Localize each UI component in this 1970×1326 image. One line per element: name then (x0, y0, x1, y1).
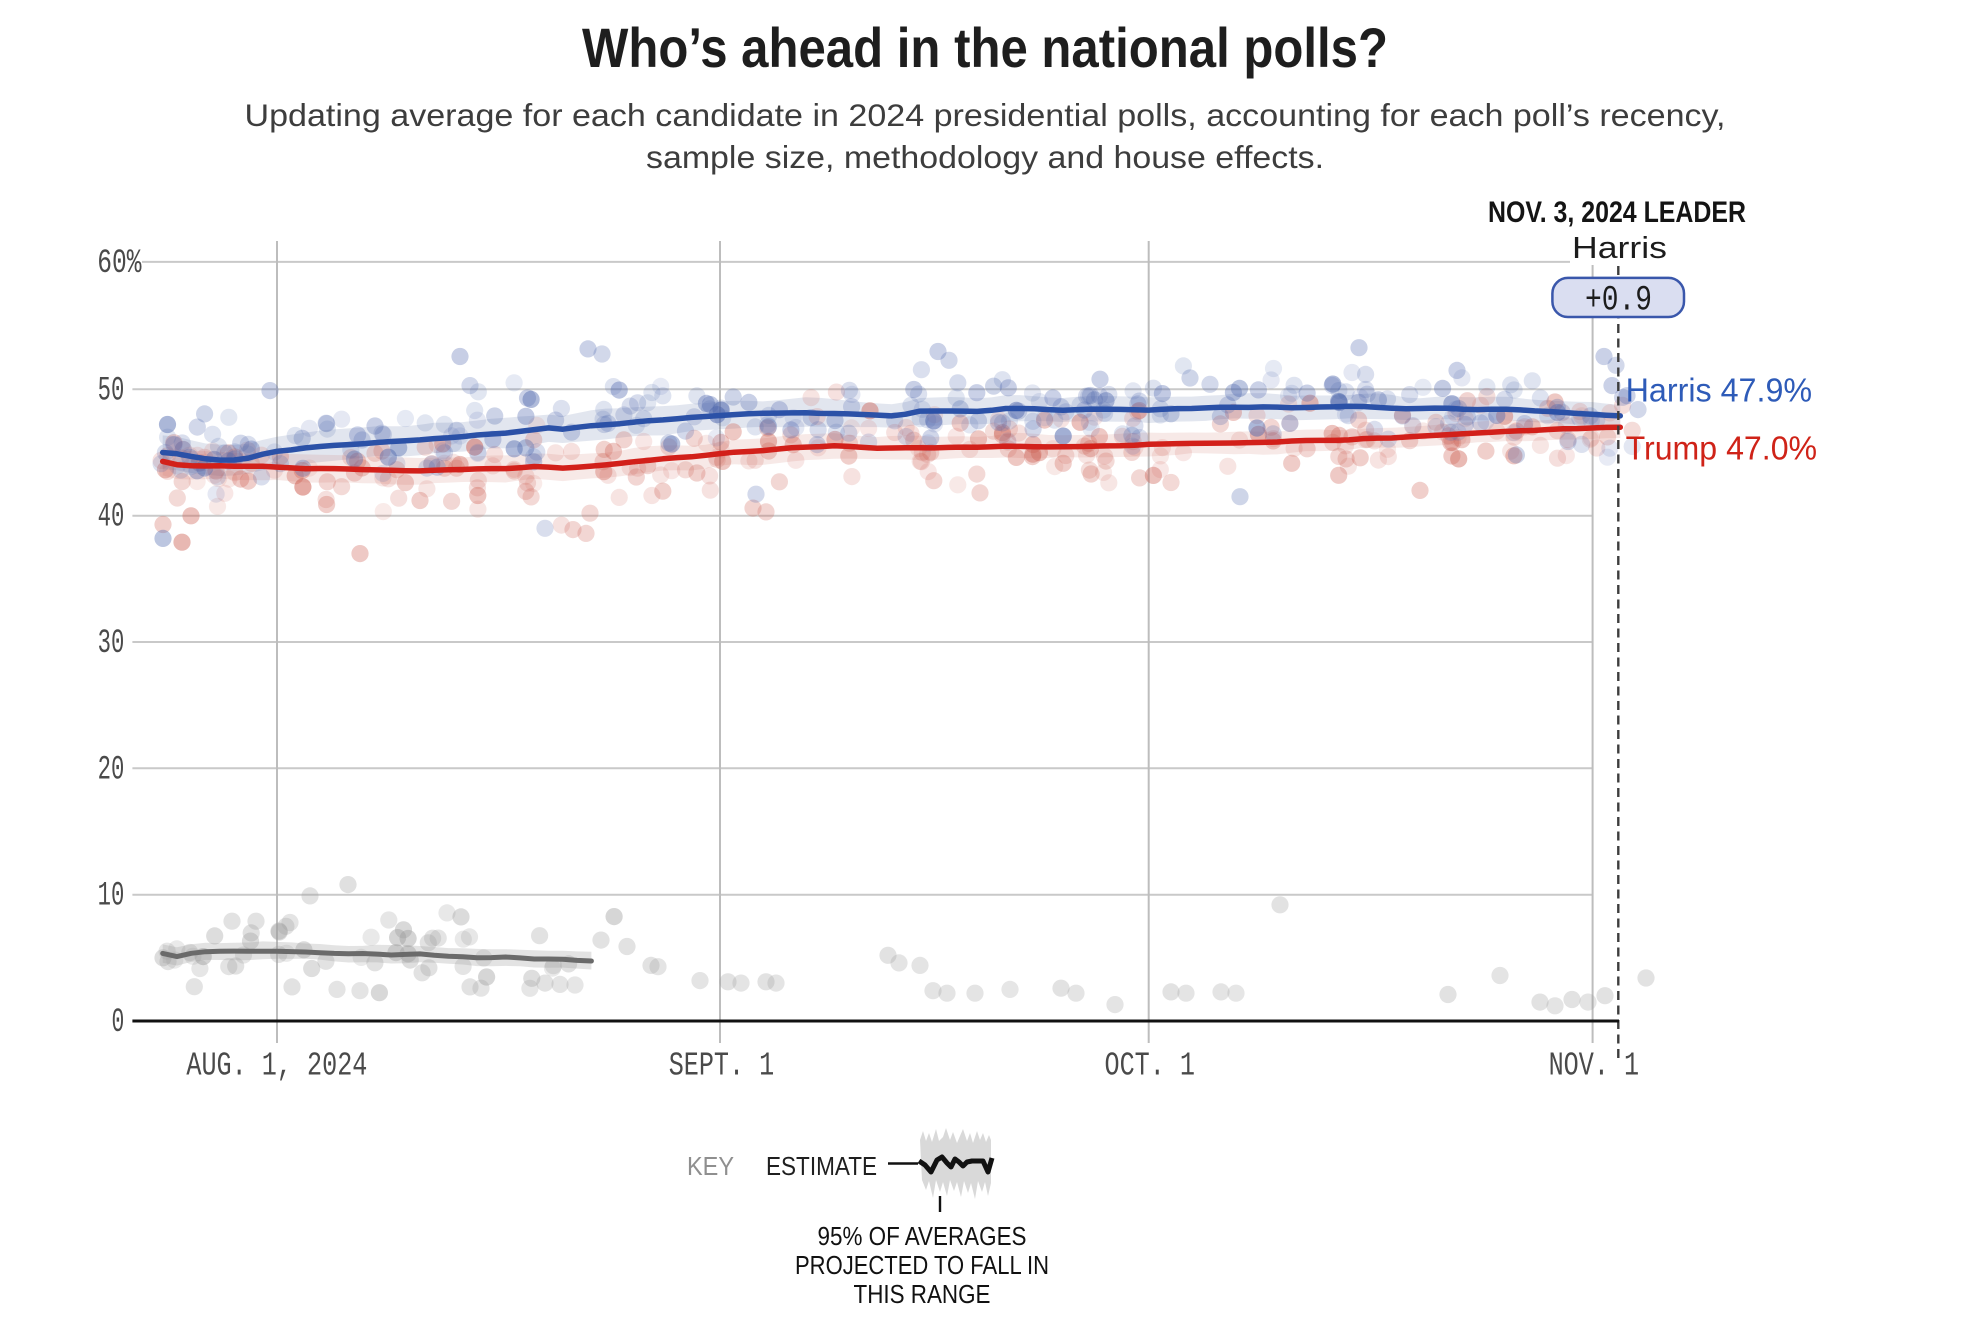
svg-text:60%: 60% (97, 245, 142, 283)
svg-text:THIS RANGE: THIS RANGE (854, 1279, 991, 1309)
svg-text:Harris: Harris (1572, 231, 1667, 265)
svg-text:KEY: KEY (687, 1151, 734, 1181)
svg-text:OCT. 1: OCT. 1 (1105, 1048, 1196, 1085)
svg-text:Harris 47.9%: Harris 47.9% (1626, 372, 1813, 409)
svg-text:0: 0 (112, 1004, 125, 1042)
svg-text:NOV. 3, 2024 LEADER: NOV. 3, 2024 LEADER (1488, 196, 1746, 229)
svg-text:sample size, methodology and h: sample size, methodology and house effec… (646, 139, 1324, 175)
svg-text:SEPT. 1: SEPT. 1 (669, 1048, 775, 1085)
svg-text:Who’s ahead in the national po: Who’s ahead in the national polls? (582, 16, 1388, 79)
svg-text:Updating average for each cand: Updating average for each candidate in 2… (245, 97, 1726, 133)
svg-text:40: 40 (98, 499, 125, 537)
svg-text:10: 10 (98, 878, 125, 916)
svg-text:Trump 47.0%: Trump 47.0% (1626, 430, 1818, 467)
svg-text:AUG. 1, 2024: AUG. 1, 2024 (186, 1048, 367, 1085)
svg-text:30: 30 (98, 625, 125, 663)
svg-text:+0.9: +0.9 (1585, 281, 1652, 321)
svg-text:20: 20 (98, 751, 125, 789)
svg-text:ESTIMATE: ESTIMATE (766, 1151, 877, 1181)
svg-text:PROJECTED TO FALL IN: PROJECTED TO FALL IN (795, 1250, 1049, 1280)
svg-text:95% OF AVERAGES: 95% OF AVERAGES (818, 1221, 1027, 1251)
svg-text:NOV. 1: NOV. 1 (1549, 1048, 1640, 1085)
svg-text:50: 50 (98, 372, 125, 410)
